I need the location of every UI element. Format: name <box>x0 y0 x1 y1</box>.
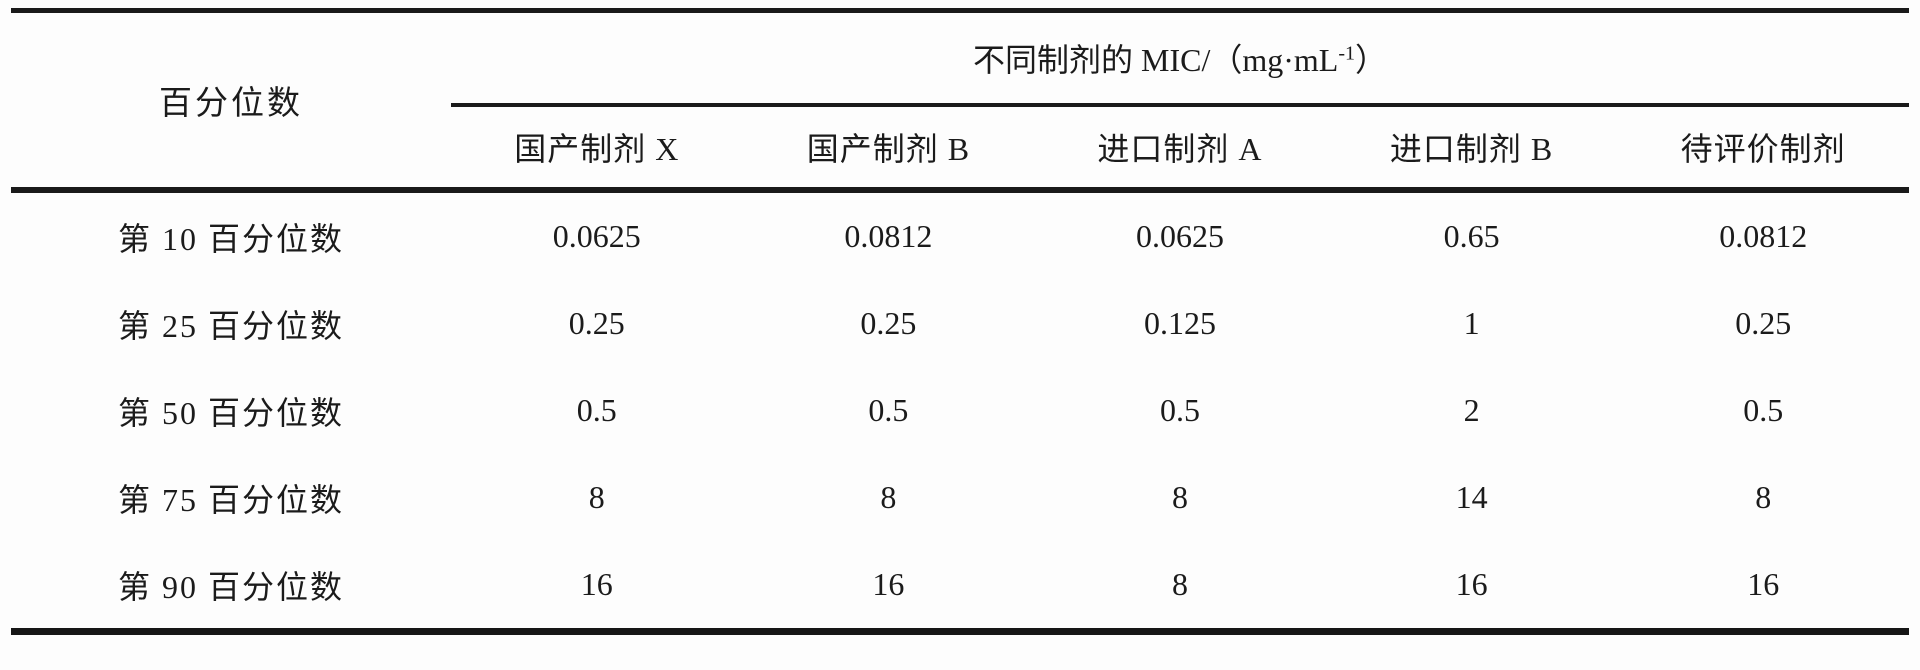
header-row-span: 百分位数 不同制剂的 MIC/（mg·mL-1） <box>11 10 1909 193</box>
value-cell: 8 <box>880 479 897 515</box>
corner-header: 百分位数 <box>11 10 451 193</box>
row-label-cell: 第 25 百分位数 <box>117 307 344 344</box>
value-cell: 8 <box>1171 566 1188 602</box>
span-header-suffix: ） <box>1355 42 1388 78</box>
column-header-imported-a: 进口制剂 A <box>1034 105 1326 193</box>
value-cell: 0.5 <box>576 392 617 428</box>
table-row-p10: 第 10 百分位数 0.0625 0.0812 0.0625 0.65 0.08… <box>11 190 1909 280</box>
span-header-text: 不同制剂的 MIC/（mg·mL <box>972 42 1339 78</box>
span-header: 不同制剂的 MIC/（mg·mL-1） <box>451 10 1909 107</box>
mic-table: 百分位数 不同制剂的 MIC/（mg·mL-1） 国产制剂 X 国产制剂 B 进… <box>11 8 1909 635</box>
value-cell: 0.0625 <box>1135 218 1224 254</box>
column-header-imported-b: 进口制剂 B <box>1325 105 1618 193</box>
row-label-cell: 第 90 百分位数 <box>117 568 344 605</box>
value-cell: 0.5 <box>1159 392 1200 428</box>
value-cell: 2 <box>1463 392 1480 428</box>
value-cell: 0.25 <box>1735 305 1792 341</box>
value-cell: 1 <box>1463 305 1480 341</box>
value-cell: 0.0812 <box>1719 218 1808 254</box>
value-cell: 0.25 <box>860 305 917 341</box>
value-cell: 16 <box>872 566 905 602</box>
value-cell: 0.65 <box>1443 218 1500 254</box>
row-label-cell: 第 50 百分位数 <box>117 394 344 431</box>
value-cell: 8 <box>588 479 605 515</box>
value-cell: 0.0812 <box>844 218 933 254</box>
unit-superscript: -1 <box>1338 42 1355 65</box>
column-header-domestic-b: 国产制剂 B <box>742 105 1035 193</box>
column-header-domestic-x: 国产制剂 X <box>451 105 743 193</box>
row-label-cell: 第 10 百分位数 <box>117 220 344 257</box>
value-cell: 16 <box>1747 566 1780 602</box>
table-row-p75: 第 75 百分位数 8 8 8 14 8 <box>11 454 1909 541</box>
value-cell: 0.125 <box>1143 305 1216 341</box>
column-header-to-evaluate: 待评价制剂 <box>1617 105 1909 193</box>
header-row-columns: 国产制剂 X 国产制剂 B 进口制剂 A 进口制剂 B 待评价制剂 <box>11 105 1909 193</box>
value-cell: 16 <box>580 566 613 602</box>
row-label-cell: 第 75 百分位数 <box>117 481 344 518</box>
value-cell: 0.25 <box>568 305 625 341</box>
table-row-p50: 第 50 百分位数 0.5 0.5 0.5 2 0.5 <box>11 367 1909 454</box>
value-cell: 0.5 <box>868 392 909 428</box>
value-cell: 8 <box>1171 479 1188 515</box>
table-row-p90: 第 90 百分位数 16 16 8 16 16 <box>11 541 1909 632</box>
value-cell: 16 <box>1455 566 1488 602</box>
value-cell: 8 <box>1755 479 1772 515</box>
table-row-p25: 第 25 百分位数 0.25 0.25 0.125 1 0.25 <box>11 280 1909 367</box>
value-cell: 0.0625 <box>552 218 641 254</box>
value-cell: 14 <box>1455 479 1488 515</box>
value-cell: 0.5 <box>1743 392 1784 428</box>
